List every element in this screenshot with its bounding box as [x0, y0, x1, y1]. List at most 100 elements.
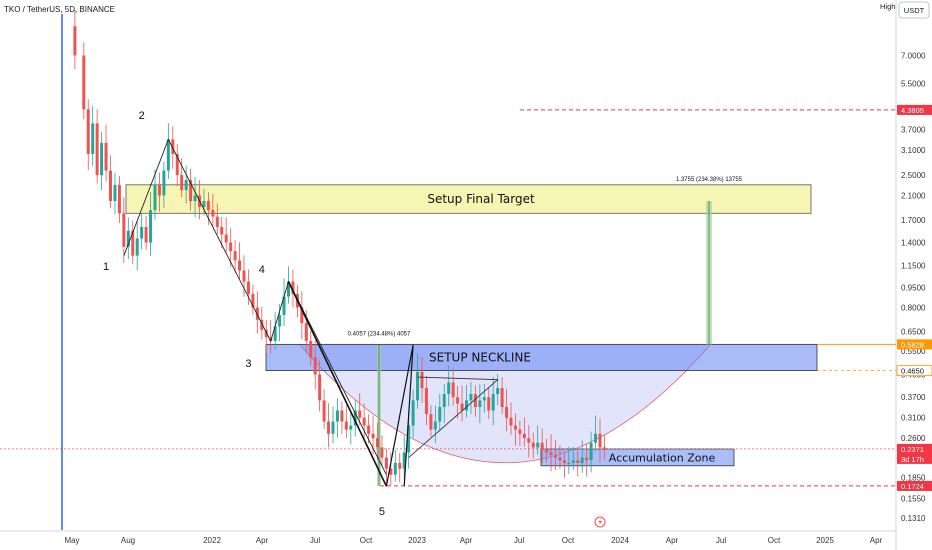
wave-label-1: 1 [103, 261, 109, 273]
time-tick-label: Aug [121, 536, 135, 545]
candle-body [304, 323, 308, 341]
candle-body [518, 429, 522, 434]
candle-body [491, 394, 495, 411]
candle-body [246, 281, 250, 294]
price-tick-label: 1.4000 [901, 239, 926, 248]
breakout-spike-lines [385, 344, 414, 487]
candle-body [287, 281, 290, 297]
measure-left-label: 0.4057 (234.48%) 4057 [348, 331, 411, 337]
candle-body [478, 400, 482, 408]
candle-body [238, 260, 242, 271]
currency-button-box[interactable] [898, 1, 930, 19]
price-tick-label: 0.8000 [901, 304, 926, 313]
candle-body [149, 210, 153, 243]
currency-button-label: USDT [904, 6, 925, 15]
candle-body [349, 425, 353, 430]
price-label-value: 4.3805 [901, 106, 924, 115]
candle-body [340, 410, 344, 422]
price-label-box [897, 339, 932, 350]
candle-body [358, 410, 362, 418]
candle-body [117, 184, 121, 214]
candle-body [100, 142, 104, 176]
price-tick-label: 0.2600 [901, 434, 926, 443]
candle-body [376, 438, 379, 448]
candle-body [224, 234, 228, 243]
symbol-title: TKO / TetherUS, 5D, BINANCE [4, 5, 115, 14]
final-target-zone [125, 184, 812, 214]
wave-label-2: 2 [139, 110, 145, 122]
event-flash-icon[interactable] [594, 516, 606, 528]
candle-body [505, 407, 509, 418]
candle-body [513, 425, 517, 430]
cup-outline [299, 344, 711, 464]
candle-body [500, 388, 504, 408]
price-label-value: 0.4650 [901, 367, 924, 376]
candle-body [469, 394, 473, 401]
candle-body [327, 421, 331, 434]
candle-body [447, 382, 451, 395]
candle-body [456, 397, 460, 404]
candle-body [344, 421, 348, 430]
candle-body [424, 388, 428, 415]
candle-body [384, 457, 388, 469]
candle-body [184, 179, 188, 190]
price-tick-label: 3.7000 [901, 126, 926, 135]
candle-body [353, 410, 357, 426]
candle-body [264, 329, 268, 338]
candle-body [398, 463, 402, 469]
candle-body [602, 447, 606, 449]
candle-body [202, 201, 206, 208]
candle-body [251, 293, 255, 308]
candle-body [309, 340, 313, 358]
candle-body [131, 230, 135, 256]
candle-body [567, 463, 571, 465]
candle-body [562, 460, 566, 464]
candle-body [402, 452, 406, 469]
neckline-zone [265, 343, 818, 372]
candle-body [465, 400, 468, 411]
price-tick-label: 7.0000 [901, 51, 926, 60]
price-tick-label: 2.1000 [901, 191, 926, 200]
candle-body [282, 296, 286, 316]
candle-body [407, 425, 411, 453]
candle-body [171, 139, 175, 154]
candle-body [389, 468, 393, 475]
candle-body [322, 400, 326, 422]
currency-button[interactable]: USDT [898, 1, 930, 19]
candle-body [522, 433, 526, 439]
price-tick-label: 2.5000 [901, 171, 926, 180]
price-label-target: 4.3805 [897, 104, 932, 115]
candle-body [220, 226, 224, 235]
price-label-box [897, 443, 932, 464]
candle-body [242, 270, 246, 282]
candle-body [549, 452, 553, 455]
wave-label-5: 5 [379, 506, 385, 518]
price-label-box [896, 365, 932, 377]
candle-body [313, 357, 317, 375]
price-tick-label: 0.5500 [901, 347, 926, 356]
time-tick-label: Apr [256, 536, 269, 545]
candle-body [473, 394, 477, 408]
candle-body [536, 442, 540, 448]
candle-body [527, 438, 531, 443]
time-tick-label: 2023 [408, 536, 426, 545]
price-tick-label: 3.1000 [901, 146, 926, 155]
candle-body [162, 170, 166, 196]
price-label-neckline_bottom: 0.4650 [896, 365, 932, 377]
candle-body [157, 184, 161, 196]
candle-body [180, 175, 184, 190]
candle-body [255, 307, 259, 320]
candle-body [367, 425, 371, 434]
candle-body [233, 251, 237, 261]
time-tick-label: Jul [716, 536, 726, 545]
triangle-pattern [408, 376, 499, 458]
price-tick-label: 5.5000 [901, 79, 926, 88]
accumulation-label: Accumulation Zone [609, 451, 716, 464]
price-tick-label: 0.3100 [901, 414, 926, 423]
candle-body [166, 139, 170, 171]
time-tick-label: Jul [310, 536, 320, 545]
candle-body [95, 123, 99, 176]
candle-body [189, 179, 193, 202]
